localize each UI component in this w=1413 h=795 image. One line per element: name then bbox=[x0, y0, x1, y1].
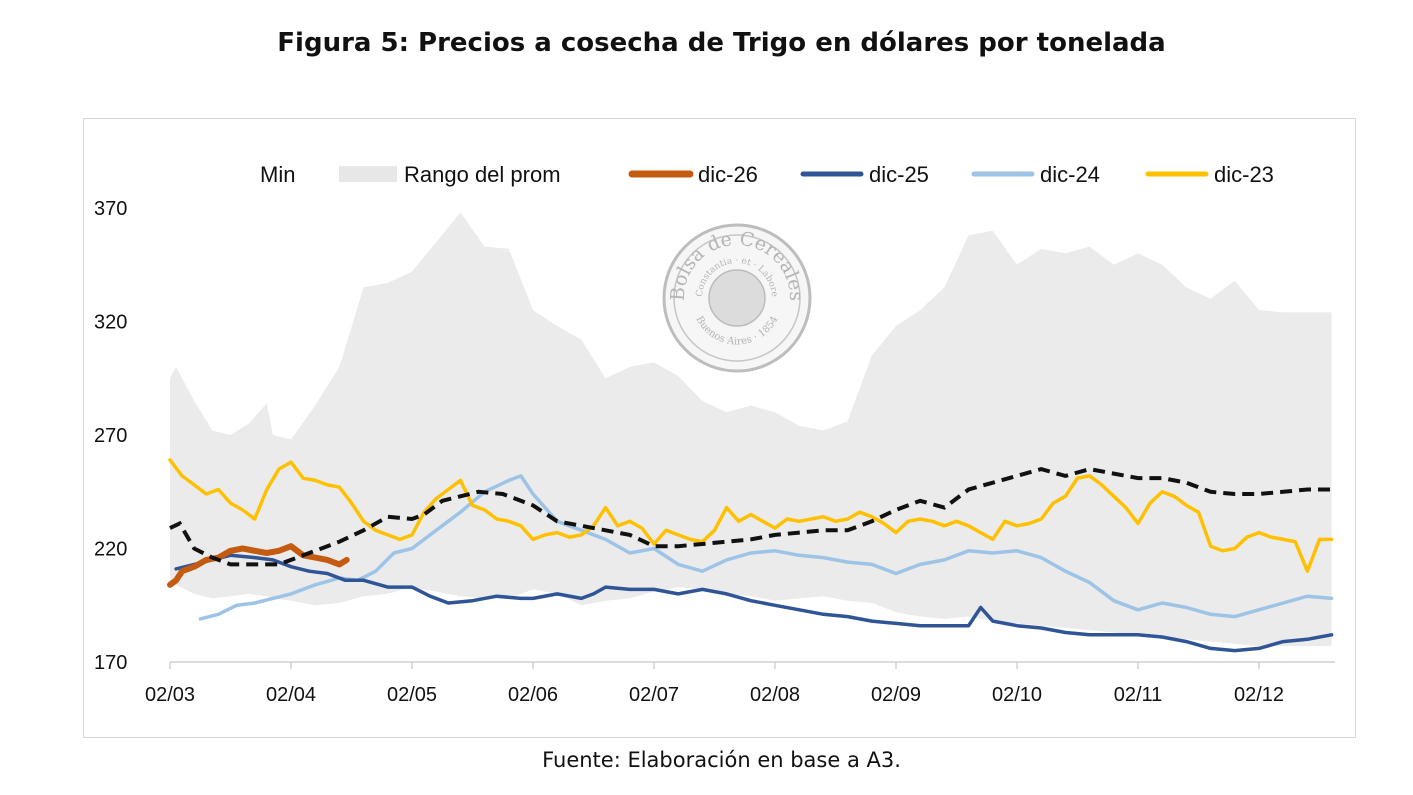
chart-title: Figura 5: Precios a cosecha de Trigo en … bbox=[277, 28, 1166, 58]
x-tick-label: 02/08 bbox=[750, 684, 800, 706]
legend-label: dic-23 bbox=[1214, 162, 1274, 187]
y-tick-label: 170 bbox=[94, 652, 127, 674]
legend-swatch-area bbox=[339, 166, 397, 182]
legend-label: Rango del prom bbox=[404, 162, 561, 187]
x-tick-label: 02/04 bbox=[266, 684, 316, 706]
x-tick-label: 02/09 bbox=[871, 684, 921, 706]
series-dic-24-line bbox=[198, 474, 1334, 621]
y-tick-label: 370 bbox=[94, 198, 127, 220]
legend-label: dic-24 bbox=[1040, 162, 1100, 187]
series-dic-25-line bbox=[174, 553, 1334, 653]
x-tick-label: 02/05 bbox=[387, 684, 437, 706]
plot-area bbox=[167, 212, 1334, 653]
x-tick-label: 02/11 bbox=[1114, 684, 1163, 706]
x-tick-label: 02/12 bbox=[1234, 684, 1284, 706]
legend-item-rango-del-prom: Rango del prom bbox=[339, 162, 561, 187]
y-tick-label: 270 bbox=[94, 425, 127, 447]
legend-label: Min bbox=[260, 162, 295, 187]
legend-label: dic-26 bbox=[698, 162, 758, 187]
series-dic-26-line bbox=[167, 543, 350, 588]
legend-item-dic-26: dic-26 bbox=[628, 162, 758, 187]
average-dashed-line bbox=[169, 467, 1332, 567]
legend-item-min: Min bbox=[260, 162, 295, 187]
chart-frame bbox=[83, 118, 1356, 738]
legend-item-dic-25: dic-25 bbox=[800, 162, 929, 187]
source-note: Fuente: Elaboración en base a A3. bbox=[542, 748, 901, 772]
range-band-area bbox=[170, 212, 1332, 647]
x-tick-label: 02/06 bbox=[508, 684, 558, 706]
y-tick-label: 220 bbox=[94, 539, 127, 561]
x-tick-label: 02/07 bbox=[629, 684, 679, 706]
legend-label: dic-25 bbox=[869, 162, 929, 187]
x-tick-label: 02/10 bbox=[992, 684, 1042, 706]
series-dic-23-line bbox=[168, 458, 1334, 573]
legend: Min Rango del prom dic-26 dic-25 dic-24 dic-2… bbox=[260, 162, 1274, 187]
y-tick-label: 320 bbox=[94, 312, 127, 334]
x-tick-label: 02/03 bbox=[145, 684, 195, 706]
chart-canvas: Bolsa de Cereales Constantia · et · Labo… bbox=[94, 162, 1335, 706]
legend-item-dic-23: dic-23 bbox=[1145, 162, 1274, 187]
legend-item-dic-24: dic-24 bbox=[971, 162, 1100, 187]
axes: 02/03 02/04 02/05 02/06 02/07 02/08 02/09 02/10… bbox=[94, 198, 1335, 706]
watermark-seal: Bolsa de Cereales Constantia · et · Labo… bbox=[662, 223, 812, 373]
